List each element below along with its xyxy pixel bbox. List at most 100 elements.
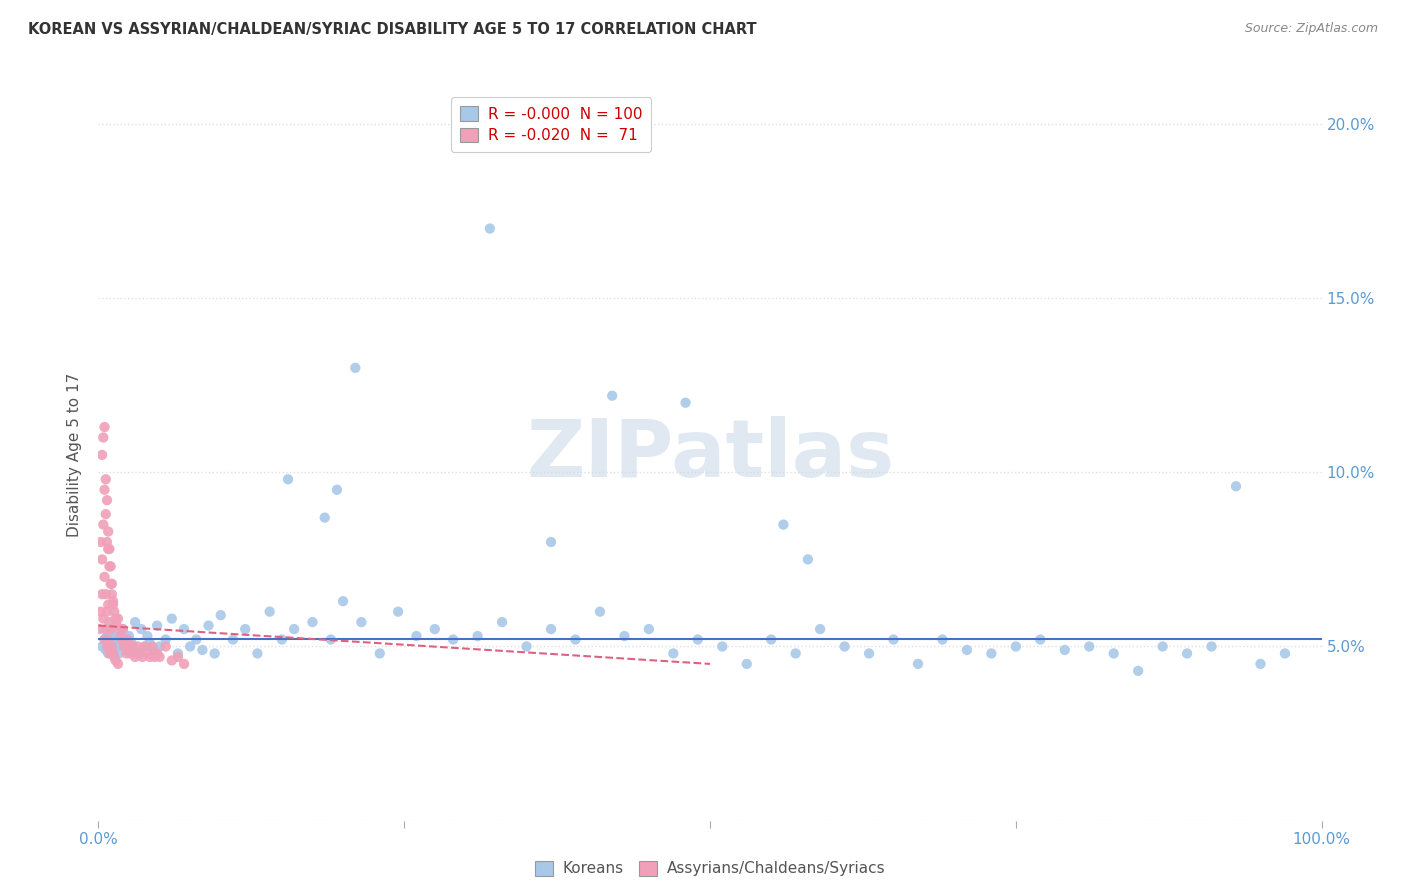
Point xyxy=(114,640,136,654)
Point xyxy=(160,653,183,667)
Point xyxy=(772,517,794,532)
Point xyxy=(197,618,219,632)
Point xyxy=(90,535,112,549)
Point xyxy=(111,622,134,636)
Point xyxy=(129,647,152,661)
Point xyxy=(101,598,124,612)
Point xyxy=(149,640,172,654)
Point xyxy=(91,612,114,626)
Point xyxy=(105,618,128,632)
Point xyxy=(675,395,697,409)
Point xyxy=(613,629,636,643)
Point xyxy=(785,647,807,661)
Point xyxy=(980,647,1002,661)
Point xyxy=(104,612,127,626)
Point xyxy=(270,632,294,647)
Point xyxy=(101,640,124,654)
Point xyxy=(540,535,562,549)
Point xyxy=(131,649,153,664)
Point xyxy=(96,629,118,643)
Point xyxy=(89,622,111,636)
Point xyxy=(319,632,342,647)
Point xyxy=(441,632,464,647)
Point xyxy=(101,594,124,608)
Point xyxy=(98,647,121,661)
Point xyxy=(191,643,214,657)
Point xyxy=(1078,640,1101,654)
Point xyxy=(111,632,134,647)
Point xyxy=(124,615,146,629)
Point xyxy=(478,221,501,235)
Point xyxy=(127,647,149,661)
Point xyxy=(93,632,115,647)
Point xyxy=(160,612,183,626)
Point xyxy=(222,632,245,647)
Point xyxy=(93,420,115,434)
Point xyxy=(129,622,152,636)
Text: Source: ZipAtlas.com: Source: ZipAtlas.com xyxy=(1244,22,1378,36)
Point xyxy=(91,640,114,654)
Point xyxy=(90,605,112,619)
Point xyxy=(186,632,208,647)
Point xyxy=(94,472,117,486)
Point xyxy=(100,636,122,650)
Point xyxy=(332,594,354,608)
Point xyxy=(110,629,132,643)
Point xyxy=(103,643,125,657)
Point xyxy=(167,649,190,664)
Point xyxy=(146,618,169,632)
Point xyxy=(155,640,177,654)
Point xyxy=(96,535,118,549)
Legend: Koreans, Assyrians/Chaldeans/Syriacs: Koreans, Assyrians/Chaldeans/Syriacs xyxy=(529,855,891,882)
Point xyxy=(94,622,117,636)
Point xyxy=(100,576,122,591)
Point xyxy=(259,605,281,619)
Point xyxy=(405,629,427,643)
Point xyxy=(93,483,115,497)
Point xyxy=(1128,664,1150,678)
Point xyxy=(117,643,139,657)
Point xyxy=(103,605,125,619)
Point xyxy=(91,430,114,444)
Point xyxy=(94,507,117,521)
Point xyxy=(108,622,131,636)
Point xyxy=(111,622,134,636)
Point xyxy=(711,640,734,654)
Point xyxy=(141,640,163,654)
Point xyxy=(136,629,159,643)
Point xyxy=(1004,640,1026,654)
Point xyxy=(104,632,127,647)
Point xyxy=(107,636,129,650)
Point xyxy=(246,647,269,661)
Point xyxy=(98,559,121,574)
Point xyxy=(120,636,142,650)
Point xyxy=(540,622,562,636)
Point xyxy=(93,570,115,584)
Point xyxy=(139,649,162,664)
Point xyxy=(907,657,929,671)
Point xyxy=(173,657,195,671)
Point xyxy=(515,640,537,654)
Point xyxy=(283,622,305,636)
Point xyxy=(423,622,446,636)
Text: ZIPatlas: ZIPatlas xyxy=(526,416,894,494)
Point xyxy=(112,640,135,654)
Point xyxy=(98,615,121,629)
Point xyxy=(91,587,114,601)
Point xyxy=(97,647,120,661)
Point xyxy=(127,640,149,654)
Point xyxy=(600,389,623,403)
Point xyxy=(1029,632,1052,647)
Point xyxy=(1249,657,1271,671)
Point xyxy=(118,640,141,654)
Point xyxy=(100,559,122,574)
Point xyxy=(115,647,138,661)
Point xyxy=(179,640,201,654)
Point xyxy=(467,629,489,643)
Point xyxy=(326,483,349,497)
Point xyxy=(97,632,120,647)
Point xyxy=(136,647,159,661)
Point xyxy=(91,448,114,462)
Point xyxy=(344,360,367,375)
Point xyxy=(204,647,226,661)
